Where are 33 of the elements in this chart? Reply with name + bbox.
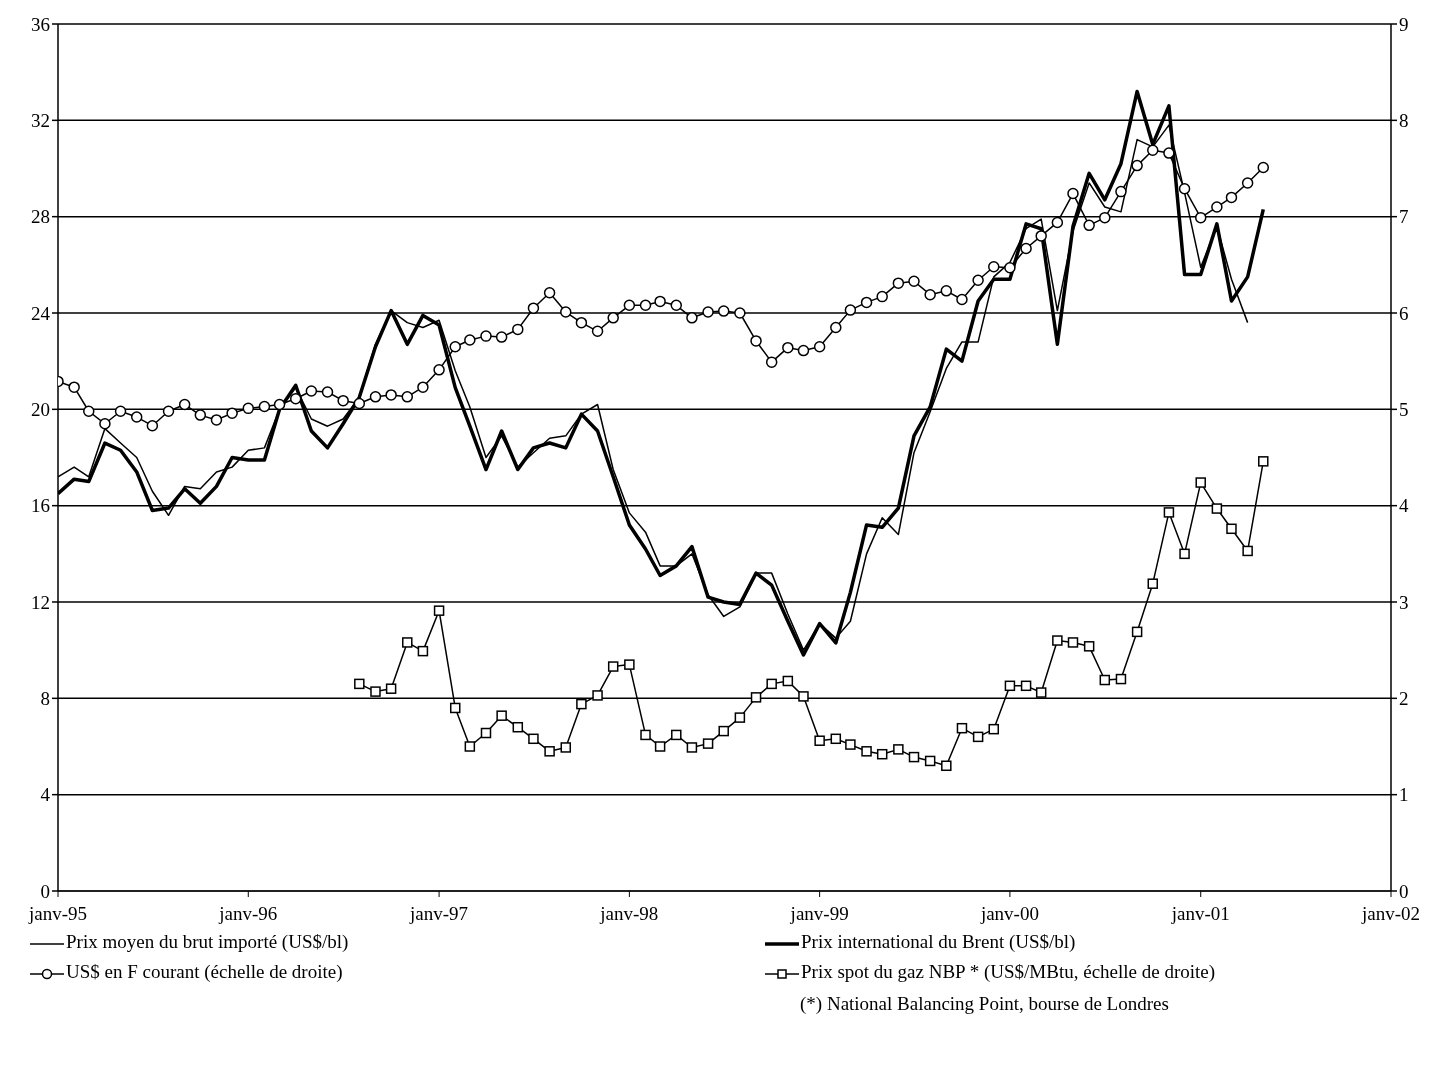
y-tick-label: 28 [31, 206, 50, 228]
legend-label: Prix spot du gaz NBP * (US$/MBtu, échelle de droite) [801, 961, 1216, 982]
x-tick-label: janv-01 [1170, 903, 1230, 925]
y-tick-label: 36 [31, 13, 50, 35]
y-tick-label: 16 [31, 495, 50, 517]
y-tick-label: 4 [40, 784, 51, 806]
y2-tick-label: 7 [1399, 206, 1409, 228]
y-tick-label: 12 [31, 591, 50, 613]
y2-tick-label: 4 [1399, 495, 1409, 517]
x-tick-label: janv-96 [218, 903, 278, 925]
legend-label: Prix moyen du brut importé (US$/bl) [66, 931, 349, 952]
y-tick-label: 32 [31, 110, 50, 132]
y2-tick-label: 2 [1399, 688, 1409, 710]
y2-tick-label: 5 [1399, 399, 1409, 421]
text: (*) National Balancing Point, bourse de Londres [799, 993, 1170, 1015]
y2-tick-label: 3 [1399, 591, 1409, 613]
x-tick-label: janv-95 [27, 903, 88, 925]
x-tick-label: janv-98 [599, 903, 659, 925]
legend-label: Prix international du Brent (US$/bl) [801, 931, 1076, 952]
y-tick-label: 8 [40, 688, 50, 710]
legend-label: US$ en F courant (échelle de droite) [66, 961, 343, 982]
x-tick-label: janv-97 [409, 903, 469, 925]
x-tick-label: janv-99 [789, 903, 849, 925]
y2-tick-label: 9 [1399, 13, 1409, 35]
y-tick-label: 24 [31, 302, 51, 324]
x-tick-label: janv-00 [979, 903, 1039, 925]
y-tick-label: 0 [40, 880, 50, 902]
y2-tick-label: 8 [1399, 110, 1409, 132]
y2-tick-label: 1 [1399, 784, 1409, 806]
y2-tick-label: 6 [1399, 302, 1409, 324]
y2-tick-label: 0 [1399, 880, 1409, 902]
y-tick-label: 20 [31, 399, 50, 421]
x-tick-label: janv-02 [1360, 903, 1421, 925]
